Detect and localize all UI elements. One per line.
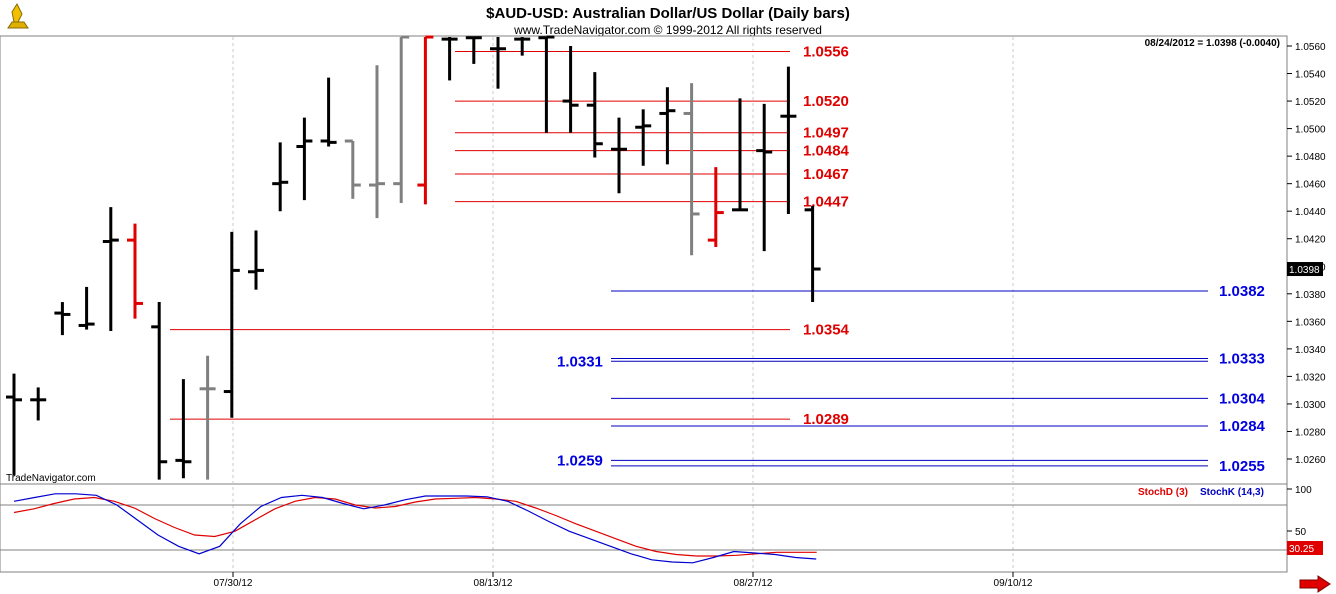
price-axis-tick-label: 1.0260 (1295, 455, 1326, 466)
price-axis-tick-label: 1.0480 (1295, 152, 1326, 163)
blue-level-label: 1.0259 (557, 452, 603, 469)
blue-level-label: 1.0333 (1219, 351, 1265, 368)
blue-level-label: 1.0284 (1219, 418, 1266, 435)
last-price-label: 1.0398 (1289, 265, 1320, 276)
date-axis: 07/30/12 08/13/12 08/27/12 09/10/12 (214, 572, 1033, 589)
price-axis-tick-label: 1.0280 (1295, 427, 1326, 438)
ohlc-bars (6, 35, 821, 480)
price-pane-border (0, 35, 1288, 485)
vertical-gridlines (232, 37, 1014, 571)
price-axis-tick-label: 1.0300 (1295, 400, 1326, 411)
stoch-value-label: 30.25 (1289, 544, 1314, 555)
price-axis-tick-label: 1.0340 (1295, 345, 1326, 356)
blue-level-label: 1.0304 (1219, 390, 1266, 407)
price-axis-tick-label: 1.0540 (1295, 70, 1326, 81)
price-readout: 08/24/2012 = 1.0398 (-0.0040) (1145, 38, 1280, 49)
price-axis-tick-label: 1.0320 (1295, 372, 1326, 383)
price-axis-tick-label: 1.0460 (1295, 180, 1326, 191)
stoch-d-legend: StochD (3) (1138, 487, 1188, 498)
stoch-value-tag: 30.25 (1287, 541, 1323, 555)
trade-navigator-logo-icon[interactable] (4, 2, 32, 32)
blue-level-label: 1.0331 (557, 353, 603, 370)
price-axis-tick-label: 1.0520 (1295, 97, 1326, 108)
price-axis-tick-label: 1.0380 (1295, 290, 1326, 301)
stoch-k-line (13, 493, 817, 564)
date-axis-tick-label: 08/27/12 (734, 578, 773, 589)
watermark: TradeNavigator.com (6, 473, 96, 484)
stoch-pane-border (0, 483, 1288, 573)
stoch-axis-tick-label: 50 (1295, 527, 1307, 538)
red-level-label: 1.0497 (803, 125, 849, 142)
blue-level-label: 1.0382 (1219, 283, 1265, 300)
red-level-label: 1.0354 (803, 322, 850, 339)
red-level-label: 1.0447 (803, 194, 849, 211)
scroll-right-arrow-icon[interactable] (1299, 575, 1331, 593)
blue-level-label: 1.0255 (1219, 458, 1265, 475)
last-price-tag: 1.0398 (1287, 262, 1323, 277)
chart-subtitle: www.TradeNavigator.com © 1999-2012 All r… (513, 23, 822, 37)
date-axis-tick-label: 09/10/12 (994, 578, 1033, 589)
price-axis-tick-label: 1.0500 (1295, 125, 1326, 136)
price-axis-tick-label: 1.0560 (1295, 42, 1326, 53)
chart-title: $AUD-USD: Australian Dollar/US Dollar (D… (486, 5, 850, 22)
stoch-d-line (13, 496, 817, 557)
stoch-k-legend: StochK (14,3) (1200, 487, 1264, 498)
red-level-label: 1.0467 (803, 166, 849, 183)
red-level-label: 1.0484 (803, 143, 850, 160)
price-axis-tick-label: 1.0420 (1295, 235, 1326, 246)
red-level-label: 1.0556 (803, 44, 849, 61)
stoch-axis-tick-label: 100 (1295, 485, 1312, 496)
price-axis-tick-label: 1.0360 (1295, 317, 1326, 328)
date-axis-tick-label: 08/13/12 (474, 578, 513, 589)
price-axis: 1.0560 1.0540 1.0520 1.0500 1.0480 1.0460 1.04… (1287, 42, 1326, 466)
price-axis-tick-label: 1.0440 (1295, 207, 1326, 218)
stochastic-pane: 100 50 StochD (3) StochK (14,3) (0, 485, 1312, 564)
red-level-label: 1.0520 (803, 93, 849, 110)
red-level-label: 1.0289 (803, 411, 849, 428)
date-axis-tick-label: 07/30/12 (214, 578, 253, 589)
